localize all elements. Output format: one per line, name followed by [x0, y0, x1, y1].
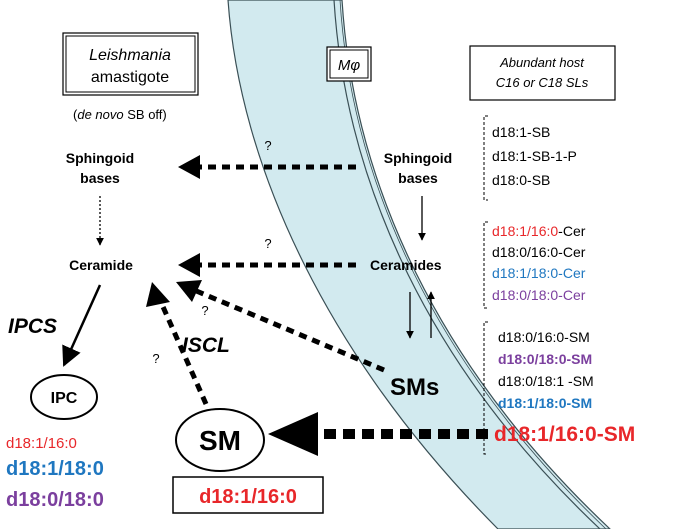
- host-cer-item-blue: d18:1/18:0-Cer: [492, 265, 586, 281]
- host-cer-item-red: d18:1/16:0-Cer: [492, 223, 586, 239]
- parasite-sm-species-box: [172, 476, 324, 514]
- parasite-stage: amastigote: [91, 69, 169, 86]
- de-novo-sb-text: SB: [124, 107, 149, 122]
- sm-transfer-arrowhead: [268, 412, 318, 456]
- de-novo-off-text: off: [148, 107, 163, 122]
- parasite-sphingoid-line-1: Sphingoid: [66, 150, 134, 166]
- parasite-sphingoid-line-2: bases: [80, 170, 120, 186]
- question-mark: ?: [264, 236, 271, 251]
- host-sb-item: d18:1-SB-1-P: [492, 148, 577, 164]
- iscl-arrowhead: [146, 282, 170, 307]
- host-cer-item-red-suffix: -Cer: [558, 223, 586, 239]
- host-sm-to-parasite-cer-arrow: [193, 287, 385, 373]
- parasite-sm-species: d18:1/16:0: [199, 486, 297, 508]
- parasite-ceramide: Ceramide: [69, 257, 133, 273]
- macrophage-label: Mφ: [338, 57, 360, 74]
- de-novo-text: de novo: [77, 107, 123, 122]
- iscl-arrow: [157, 298, 209, 406]
- host-sm-bracket: [483, 321, 488, 455]
- macrophage-box-outer: [326, 46, 372, 82]
- ipcs-label: IPCS: [8, 315, 57, 338]
- host-sms: SMs: [390, 374, 439, 401]
- host-sb-bracket: [483, 115, 488, 201]
- parasite-title-box-inner: [65, 35, 196, 93]
- host-sm-main: d18:1/16:0-SM: [494, 423, 635, 446]
- parasite-name: Leishmania: [89, 47, 171, 64]
- host-sphingoid-line-2: bases: [398, 170, 438, 186]
- iscl-label: ISCL: [182, 334, 230, 357]
- cer-transfer-arrowhead: [178, 253, 200, 277]
- ipc-label: IPC: [51, 390, 78, 407]
- de-novo-note: (de novo SB off): [73, 107, 167, 122]
- host-sm-to-parasite-cer-arrowhead: [176, 280, 202, 302]
- abundant-host-line-1: Abundant host: [499, 55, 585, 70]
- host-cer-item-red-text: d18:1/16:0: [492, 223, 558, 239]
- abundant-host-box: [469, 45, 616, 101]
- host-sm-item: d18:0/18:1 -SM: [498, 373, 594, 389]
- ipc-species-red: d18:1/16:0: [6, 435, 77, 452]
- ipcs-arrow: [62, 284, 102, 367]
- host-sb-item: d18:1-SB: [492, 124, 550, 140]
- host-cer-item-purple: d18:0/18:0-Cer: [492, 287, 586, 303]
- host-cer-bracket: [483, 221, 488, 309]
- host-sm-item-purple: d18:0/18:0-SM: [498, 351, 592, 367]
- ipc-node: [30, 374, 98, 420]
- abundant-host-line-2: C16 or C18 SLs: [496, 75, 589, 90]
- host-sphingoid-line-1: Sphingoid: [384, 150, 452, 166]
- parasite-title-box-outer: [62, 32, 199, 96]
- macrophage-box-inner: [329, 49, 369, 79]
- host-cer-item: d18:0/16:0-Cer: [492, 244, 586, 260]
- parasite-sm-node: [175, 408, 265, 472]
- host-ceramides: Ceramides: [370, 257, 442, 273]
- ipc-species-blue: d18:1/18:0: [6, 458, 104, 480]
- question-mark: ?: [201, 303, 208, 318]
- ipc-species-purple: d18:0/18:0: [6, 489, 104, 511]
- question-mark: ?: [152, 351, 159, 366]
- parasite-sm-label: SM: [199, 425, 241, 456]
- question-mark: ?: [264, 138, 271, 153]
- sb-transfer-arrowhead: [178, 155, 200, 179]
- host-sb-item: d18:0-SB: [492, 172, 550, 188]
- host-sm-item: d18:0/16:0-SM: [498, 329, 590, 345]
- host-sm-item-blue: d18:1/18:0-SM: [498, 395, 592, 411]
- membrane-band: [227, 0, 611, 529]
